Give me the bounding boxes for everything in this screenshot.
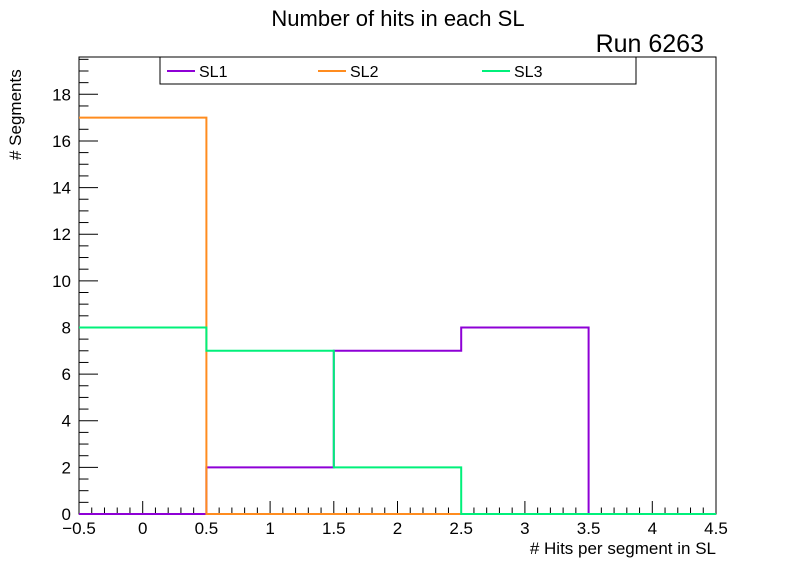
x-tick-label: 2 — [393, 519, 402, 538]
y-tick-label: 16 — [52, 132, 71, 151]
x-tick-label: 2.5 — [449, 519, 473, 538]
y-tick-label: 12 — [52, 225, 71, 244]
chart-title: Number of hits in each SL — [271, 6, 525, 31]
legend-label-sl3: SL3 — [514, 64, 543, 81]
x-tick-label: 4.5 — [704, 519, 728, 538]
x-tick-label: 3 — [520, 519, 529, 538]
run-label: Run 6263 — [595, 30, 704, 58]
series-line-sl1 — [79, 326, 716, 515]
y-tick-label: 2 — [62, 458, 71, 477]
x-tick-label: 4 — [648, 519, 657, 538]
y-tick-label: 10 — [52, 272, 71, 291]
y-tick-label: 18 — [52, 85, 71, 104]
legend-label-sl2: SL2 — [350, 64, 379, 81]
x-tick-label: 0 — [138, 519, 147, 538]
y-tick-label: 6 — [62, 365, 71, 384]
series-line-sl2 — [79, 116, 716, 515]
x-tick-label: 1.5 — [322, 519, 346, 538]
y-tick-label: 14 — [52, 179, 71, 198]
y-tick-label: 8 — [62, 318, 71, 337]
series-layer — [79, 116, 716, 515]
x-tick-label: 3.5 — [577, 519, 601, 538]
y-tick-label: 0 — [62, 505, 71, 524]
series-line-sl3 — [79, 326, 716, 515]
x-tick-label: 0.5 — [195, 519, 219, 538]
legend-box — [159, 56, 637, 85]
plot-frame — [78, 56, 717, 515]
y-tick-label: 4 — [62, 412, 71, 431]
y-axis-label: # Segments — [6, 69, 25, 160]
x-tick-label: 1 — [265, 519, 274, 538]
x-axis-label: # Hits per segment in SL — [530, 539, 716, 558]
legend: SL1 SL2 SL3 — [159, 56, 637, 85]
legend-label-sl1: SL1 — [199, 64, 228, 81]
x-tick-label: −0.5 — [62, 519, 96, 538]
